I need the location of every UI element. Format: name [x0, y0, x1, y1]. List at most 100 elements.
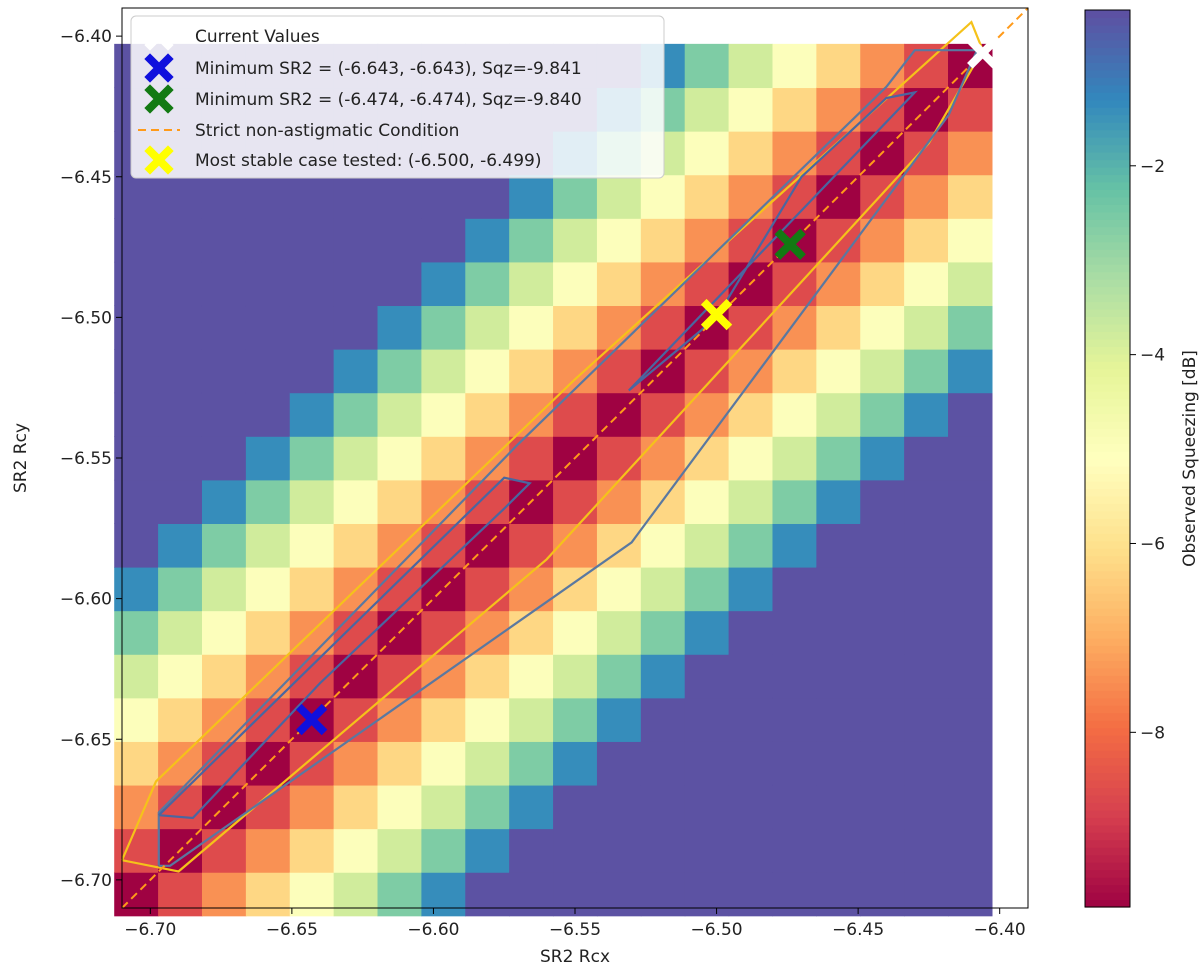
x-tick-label: −6.50	[691, 920, 743, 940]
x-tick-label: −6.70	[124, 920, 176, 940]
heatmap-cell	[245, 261, 291, 307]
heatmap-cell	[201, 741, 247, 786]
colorbar-strip	[1085, 10, 1130, 19]
heatmap-cell	[904, 828, 949, 873]
colorbar-strip	[1085, 114, 1130, 123]
heatmap-cell	[158, 436, 203, 481]
heatmap-cell	[860, 872, 905, 917]
y-tick-label: −6.65	[60, 730, 112, 750]
colorbar-strip	[1085, 570, 1130, 579]
legend-label-0: Current Values	[195, 27, 320, 47]
x-tick-label: −6.65	[266, 920, 318, 940]
x-axis-label: SR2 Rcx	[540, 947, 610, 967]
non-astigmatic-line	[121, 7, 1029, 909]
heatmap-cell	[465, 654, 510, 699]
heatmap-cell	[421, 697, 466, 742]
colorbar-strip	[1085, 338, 1130, 347]
heatmap-cell	[684, 131, 730, 176]
colorbar-strip	[1085, 353, 1130, 362]
colorbar-strip	[1085, 892, 1130, 901]
heatmap-cell	[904, 697, 949, 742]
contour-mid	[157, 49, 979, 867]
heatmap-cell	[509, 392, 554, 437]
heatmap-cell	[772, 741, 817, 786]
heatmap-cell	[728, 610, 774, 655]
heatmap-cell	[421, 174, 466, 219]
colorbar-strip	[1085, 465, 1130, 475]
heatmap-cell	[948, 87, 993, 132]
colorbar-strip	[1085, 884, 1130, 893]
heatmap-cell	[772, 566, 817, 612]
heatmap-cell	[728, 872, 774, 917]
heatmap-cell	[509, 566, 554, 612]
colorbar-frame	[1084, 9, 1131, 908]
heatmap-cell	[158, 261, 203, 307]
heatmap-cell	[465, 697, 510, 742]
colorbar-strip	[1085, 451, 1130, 460]
heatmap-cell	[201, 697, 247, 742]
heatmap-cell	[333, 479, 379, 524]
colorbar-strip	[1085, 219, 1130, 228]
heatmap-cell	[509, 523, 554, 568]
heatmap-cell	[684, 479, 730, 524]
heatmap-cell	[114, 697, 159, 742]
y-tick-label: −6.70	[60, 871, 112, 891]
heatmap-cell	[640, 174, 686, 219]
heatmap-cell	[509, 218, 554, 263]
heatmap-cell	[553, 654, 598, 699]
heatmap-cell	[684, 43, 730, 89]
heatmap-cell	[640, 610, 686, 655]
colorbar-strip	[1085, 750, 1130, 759]
heatmap-cell	[509, 349, 554, 394]
colorbar-strip	[1085, 47, 1130, 56]
heatmap-cell	[289, 349, 335, 394]
heatmap-cell	[816, 741, 861, 786]
heatmap-cell	[421, 784, 466, 830]
colorbar-strip	[1085, 376, 1130, 385]
heatmap-cell	[816, 305, 861, 350]
heatmap-cell	[596, 305, 642, 350]
heatmap-cell	[509, 610, 554, 655]
colorbar-strip	[1085, 129, 1130, 138]
heatmap-cell	[553, 218, 598, 263]
heatmap-cell	[948, 436, 993, 481]
heatmap-cell	[509, 436, 554, 481]
heatmap-cell	[904, 479, 949, 524]
heatmap-cell	[860, 523, 905, 568]
heatmap-cell	[201, 872, 247, 917]
heatmap-cell	[904, 654, 949, 699]
colorbar-strip	[1085, 608, 1130, 617]
heatmap-cell	[158, 872, 203, 917]
heatmap-cell	[684, 872, 730, 917]
heatmap-cell	[904, 131, 949, 176]
heatmap-cell	[465, 566, 510, 612]
colorbar-strip	[1085, 802, 1130, 811]
heatmap-cell	[772, 349, 817, 394]
heatmap-cell	[114, 523, 159, 568]
colorbar-strip	[1085, 578, 1130, 587]
heatmap-cell	[904, 566, 949, 612]
heatmap-cell	[904, 392, 949, 437]
heatmap-cell	[553, 610, 598, 655]
heatmap-cell	[465, 741, 510, 786]
heatmap-cell	[948, 566, 993, 612]
heatmap-cell	[684, 654, 730, 699]
heatmap-cell	[333, 174, 379, 219]
heatmap-cell	[640, 828, 686, 873]
heatmap-cell	[772, 261, 817, 307]
heatmap-cell	[816, 43, 861, 89]
heatmap-cell	[904, 784, 949, 830]
heatmap-cell	[421, 218, 466, 263]
colorbar-strip	[1085, 279, 1130, 288]
heatmap-cell	[904, 261, 949, 307]
heatmap-cell	[289, 392, 335, 437]
heatmap-cell	[684, 523, 730, 568]
colorbar-strip	[1085, 189, 1130, 198]
marker-2	[774, 228, 806, 260]
colorbar-strip	[1085, 660, 1130, 669]
colorbar-strip	[1085, 436, 1130, 445]
colorbar-strip	[1085, 742, 1130, 751]
diagonal-line	[121, 7, 1029, 909]
heatmap-cell	[596, 261, 642, 307]
heatmap-cell	[114, 218, 159, 263]
